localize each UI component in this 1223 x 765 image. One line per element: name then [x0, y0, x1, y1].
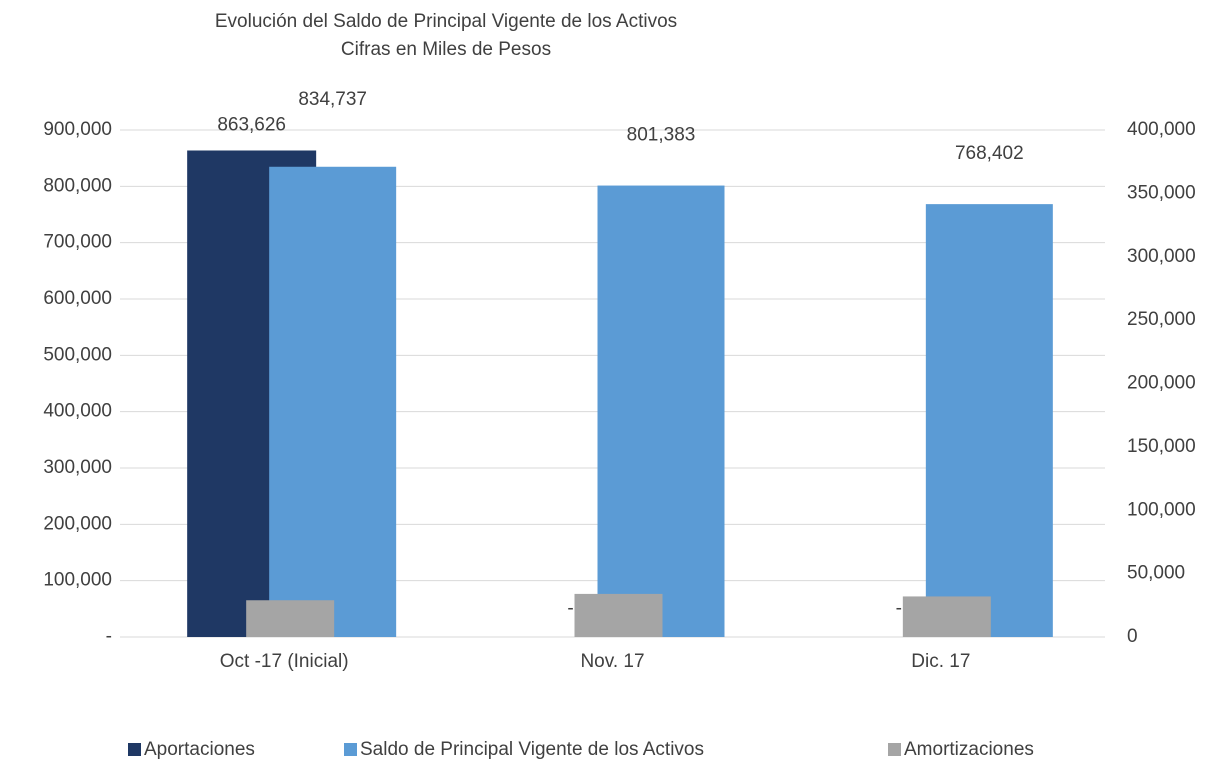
legend-swatch — [888, 743, 901, 756]
y2-tick-label: 400,000 — [1127, 119, 1196, 140]
chart-title: Evolución del Saldo de Principal Vigente… — [215, 11, 677, 32]
chart-subtitle: Cifras en Miles de Pesos — [341, 39, 551, 60]
data-label: 834,737 — [298, 89, 367, 110]
y2-tick-label: 0 — [1127, 626, 1138, 647]
legend-label: Saldo de Principal Vigente de los Activo… — [360, 739, 704, 760]
legend-swatch — [128, 743, 141, 756]
x-tick-label: Nov. 17 — [580, 651, 644, 672]
y-tick-label: - — [106, 626, 112, 647]
bar — [902, 596, 991, 637]
y-tick-label: 500,000 — [43, 344, 112, 365]
legend-label: Amortizaciones — [904, 739, 1034, 760]
y-tick-label: 200,000 — [43, 513, 112, 534]
y-tick-label: 300,000 — [43, 457, 112, 478]
y-tick-label: 900,000 — [43, 119, 112, 140]
legend-swatch — [344, 743, 357, 756]
y-tick-label: 100,000 — [43, 570, 112, 591]
bar — [574, 593, 663, 637]
bar — [597, 185, 725, 637]
legend-label: Aportaciones — [144, 739, 255, 760]
data-label: 768,402 — [955, 143, 1024, 164]
y2-tick-label: 250,000 — [1127, 309, 1196, 330]
y2-tick-label: 200,000 — [1127, 373, 1196, 394]
bar — [269, 166, 397, 637]
y-tick-label: 600,000 — [43, 288, 112, 309]
data-label: - — [567, 598, 573, 619]
data-label: 863,626 — [217, 115, 286, 136]
bar — [925, 204, 1053, 637]
y-tick-label: 800,000 — [43, 175, 112, 196]
y2-tick-label: 350,000 — [1127, 182, 1196, 203]
y2-tick-label: 300,000 — [1127, 246, 1196, 267]
data-label: - — [896, 598, 902, 619]
y2-tick-label: 50,000 — [1127, 563, 1185, 584]
y2-tick-label: 100,000 — [1127, 499, 1196, 520]
x-tick-label: Dic. 17 — [911, 651, 970, 672]
x-tick-label: Oct -17 (Inicial) — [220, 651, 349, 672]
y-tick-label: 700,000 — [43, 232, 112, 253]
y-tick-label: 400,000 — [43, 401, 112, 422]
y2-tick-label: 150,000 — [1127, 436, 1196, 457]
data-label: 801,383 — [627, 125, 696, 146]
bar — [246, 600, 335, 637]
